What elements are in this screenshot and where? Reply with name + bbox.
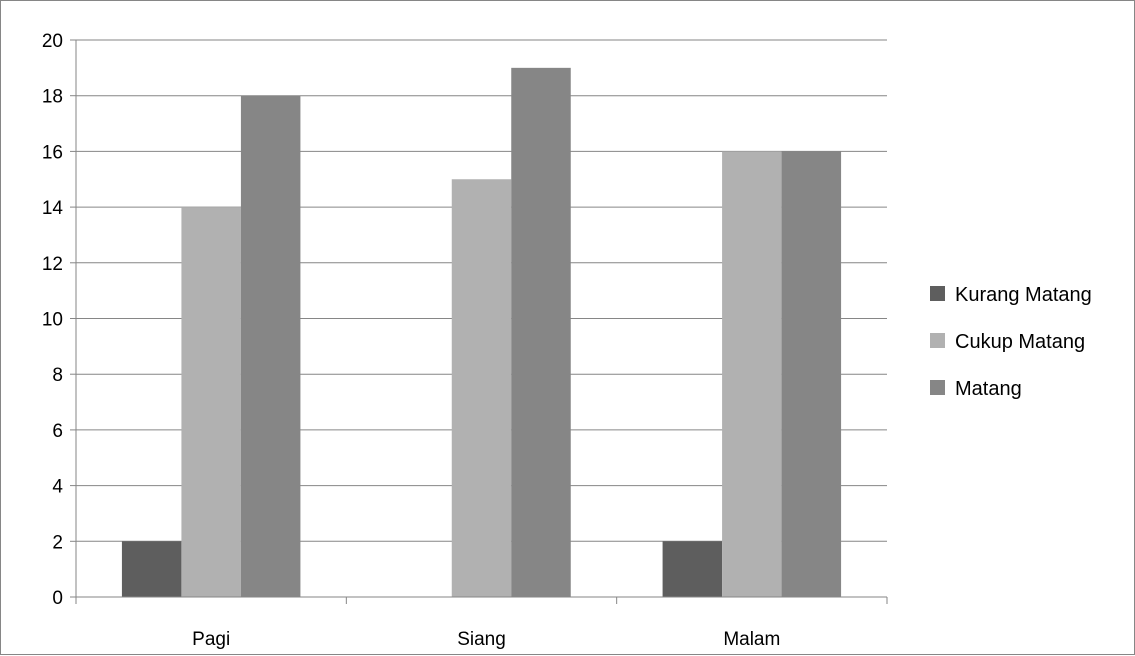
legend-label: Matang (955, 378, 1022, 400)
y-tick-label: 10 (42, 310, 63, 331)
y-tick-label: 20 (42, 31, 63, 52)
bar-cukup-matang-malam (722, 151, 782, 597)
y-tick-label: 16 (42, 142, 63, 163)
x-category-label: Siang (457, 629, 506, 650)
bar-cukup-matang-siang (451, 179, 512, 597)
y-tick-label: 12 (42, 254, 63, 275)
legend-label: Cukup Matang (955, 331, 1085, 353)
y-tick-label: 4 (52, 477, 63, 498)
y-tick-label: 0 (52, 588, 63, 609)
bar-cukup-matang-pagi (181, 207, 241, 597)
legend: Kurang Matang Cukup Matang Matang (930, 284, 1092, 400)
bars (121, 67, 842, 598)
legend-swatch (930, 380, 945, 395)
x-category-label: Pagi (192, 629, 230, 650)
legend-label: Kurang Matang (955, 284, 1092, 306)
legend-swatch (930, 286, 945, 301)
y-tick-label: 8 (52, 365, 63, 386)
y-tick-label: 6 (52, 421, 63, 442)
axes: 0 2 4 6 8 10 12 14 16 18 20 Pagi Siang Malam (42, 31, 888, 650)
bar-matang-siang (511, 67, 571, 598)
y-tick-label: 2 (52, 532, 63, 553)
y-tick-label: 14 (42, 198, 64, 219)
legend-swatch (930, 333, 945, 348)
y-tick-label: 18 (42, 87, 63, 108)
x-category-label: Malam (723, 629, 780, 650)
bar-kurang-matang-pagi (121, 541, 182, 597)
bar-matang-pagi (240, 95, 301, 597)
bar-matang-malam (781, 151, 842, 597)
bar-kurang-matang-malam (662, 541, 723, 597)
